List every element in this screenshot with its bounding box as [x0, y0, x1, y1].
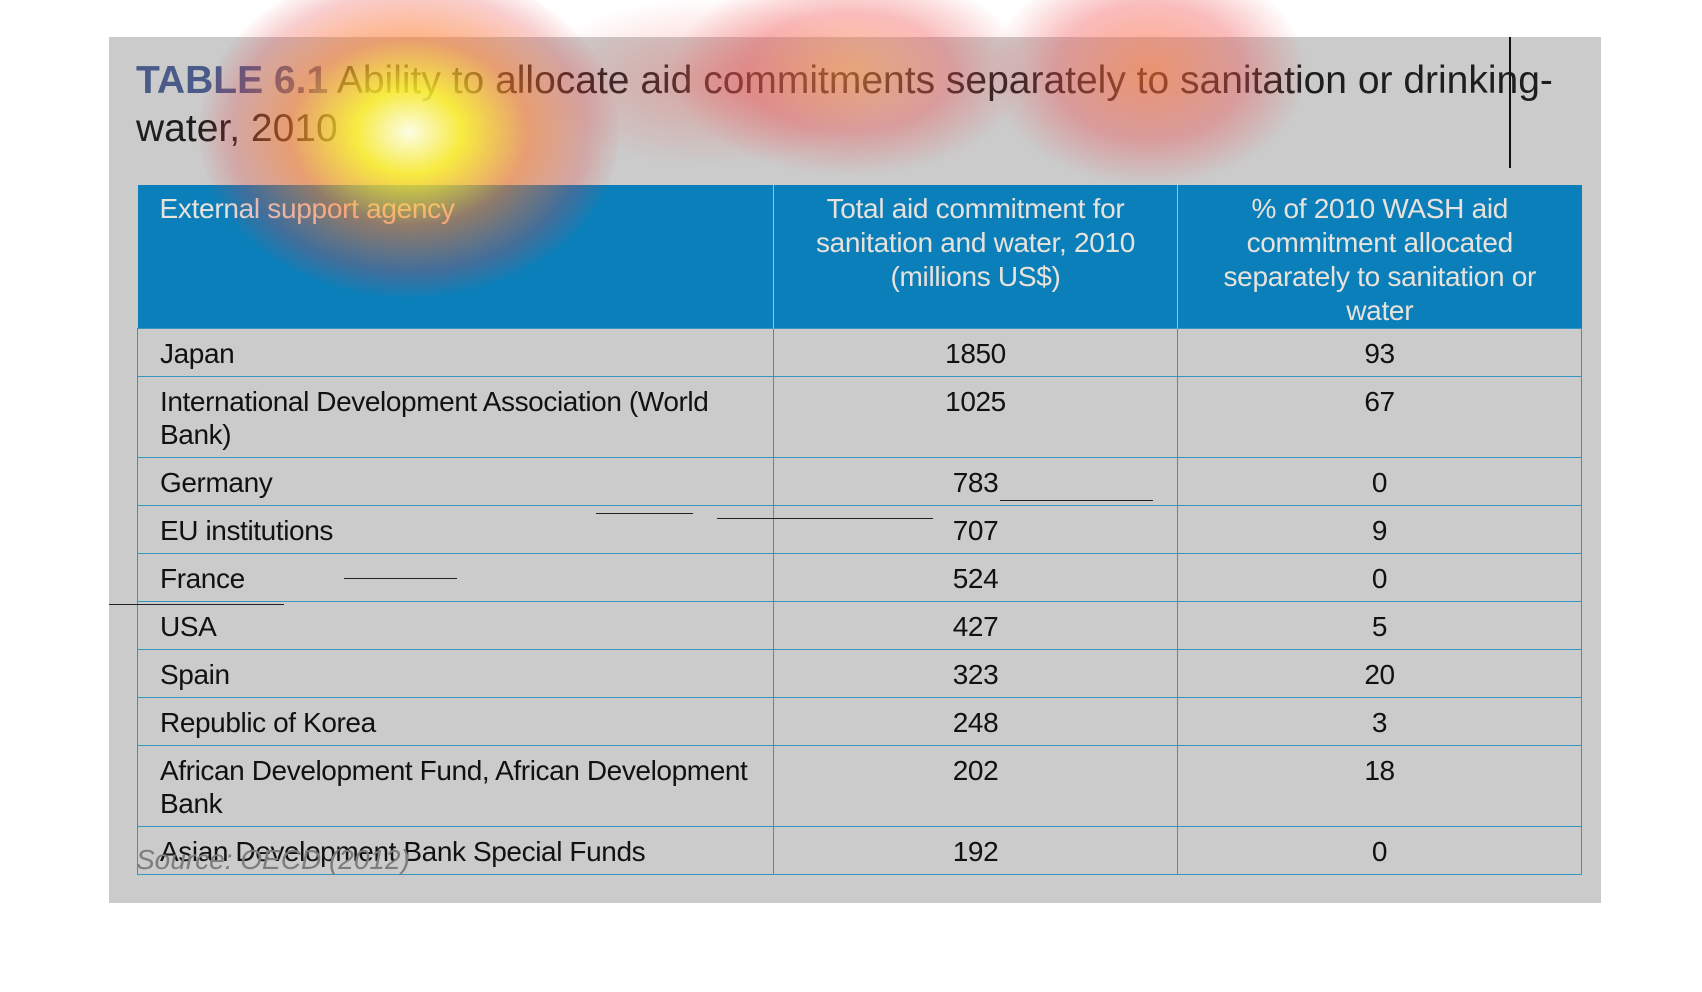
table-row: Asian Development Bank Special Funds 192… [137, 826, 1582, 875]
annotation-stroke [596, 513, 693, 514]
table-title-text: Ability to allocate aid commitments sepa… [136, 59, 1553, 150]
source-note: Source: OECD (2012) [136, 844, 410, 875]
agency-cell: EU institutions [137, 505, 774, 554]
aid-table: External support agency Total aid commit… [137, 185, 1582, 875]
agency-cell: Spain [137, 649, 774, 698]
agency-cell: USA [137, 601, 774, 650]
table-row: EU institutions 707 9 [137, 505, 1582, 554]
total-cell: 524 [773, 553, 1178, 602]
total-cell: 202 [773, 745, 1178, 827]
agency-cell: Japan [137, 328, 774, 377]
table-row: Japan 1850 93 [137, 328, 1582, 377]
table-row: African Development Fund, African Develo… [137, 745, 1582, 827]
table-number: TABLE 6.1 [136, 59, 329, 102]
table-row: Republic of Korea 248 3 [137, 697, 1582, 746]
pct-cell: 67 [1177, 376, 1582, 458]
total-cell: 1850 [773, 328, 1178, 377]
annotation-stroke [109, 604, 284, 605]
pct-cell: 3 [1177, 697, 1582, 746]
agency-cell: Republic of Korea [137, 697, 774, 746]
table-row: International Development Association (W… [137, 376, 1582, 458]
pct-cell: 0 [1177, 553, 1582, 602]
total-cell: 248 [773, 697, 1178, 746]
pct-cell: 5 [1177, 601, 1582, 650]
annotation-stroke [1000, 500, 1153, 501]
table-row: Spain 323 20 [137, 649, 1582, 698]
header-row: External support agency Total aid commit… [137, 185, 1582, 329]
agency-cell: Asian Development Bank Special Funds [137, 826, 774, 875]
pct-cell: 9 [1177, 505, 1582, 554]
agency-cell: African Development Fund, African Develo… [137, 745, 774, 827]
header-agency: External support agency [137, 185, 774, 329]
total-cell: 707 [773, 505, 1178, 554]
pct-cell: 93 [1177, 328, 1582, 377]
header-total: Total aid commitment for sanitation and … [773, 185, 1178, 329]
annotation-stroke [344, 578, 457, 579]
agency-cell: International Development Association (W… [137, 376, 774, 458]
total-cell: 783 [773, 457, 1178, 506]
annotation-stroke [717, 518, 933, 519]
table-row: USA 427 5 [137, 601, 1582, 650]
pct-cell: 20 [1177, 649, 1582, 698]
pct-cell: 0 [1177, 457, 1582, 506]
header-pct: % of 2010 WASH aid commitment allocated … [1177, 185, 1582, 329]
agency-cell: France [137, 553, 774, 602]
pct-cell: 18 [1177, 745, 1582, 827]
table-row: Germany 783 0 [137, 457, 1582, 506]
agency-cell: Germany [137, 457, 774, 506]
total-cell: 1025 [773, 376, 1178, 458]
table-panel: TABLE 6.1 Ability to allocate aid commit… [109, 37, 1601, 903]
total-cell: 323 [773, 649, 1178, 698]
table-title: TABLE 6.1 Ability to allocate aid commit… [136, 57, 1576, 153]
total-cell: 192 [773, 826, 1178, 875]
text-cursor [1509, 37, 1511, 168]
total-cell: 427 [773, 601, 1178, 650]
pct-cell: 0 [1177, 826, 1582, 875]
